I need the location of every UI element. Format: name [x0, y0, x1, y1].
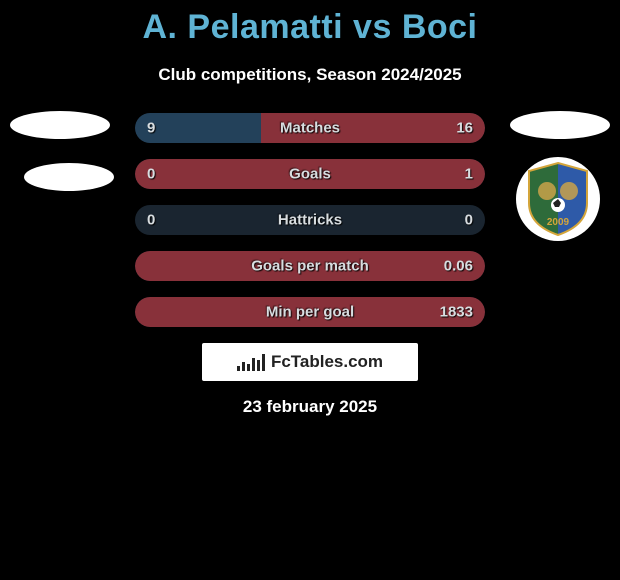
stat-value-right: 16 [456, 120, 473, 137]
stats-area: 2009 9 16 Matches 0 1 Goals 0 0 Hattricks 0.06 Goa… [0, 113, 620, 327]
stat-label: Goals per match [251, 258, 369, 275]
stat-row: 1833 Min per goal [135, 297, 485, 327]
stat-value-left: 0 [147, 212, 155, 229]
left-team-badge-2 [24, 163, 114, 191]
right-team-badge-1 [510, 111, 610, 139]
stat-value-right: 0.06 [444, 258, 473, 275]
stat-label: Min per goal [266, 304, 354, 321]
stat-value-right: 1833 [440, 304, 473, 321]
subtitle: Club competitions, Season 2024/2025 [0, 65, 620, 85]
left-team-badge-1 [10, 111, 110, 139]
stat-value-right: 0 [465, 212, 473, 229]
stat-row: 0.06 Goals per match [135, 251, 485, 281]
page-title: A. Pelamatti vs Boci [0, 8, 620, 47]
stat-value-left: 0 [147, 166, 155, 183]
comparison-card: A. Pelamatti vs Boci Club competitions, … [0, 0, 620, 417]
stat-value-left: 9 [147, 120, 155, 137]
feralpisalo-crest-icon: 2009 [525, 161, 591, 237]
footer-date: 23 february 2025 [0, 397, 620, 417]
stat-row: 0 0 Hattricks [135, 205, 485, 235]
stat-label: Hattricks [278, 212, 342, 229]
stat-row: 0 1 Goals [135, 159, 485, 189]
stat-label: Matches [280, 120, 340, 137]
crest-year: 2009 [547, 217, 570, 228]
stat-row: 9 16 Matches [135, 113, 485, 143]
brand-bars-icon [237, 353, 265, 371]
right-team-crest: 2009 [516, 157, 600, 241]
brand-logo: FcTables.com [202, 343, 418, 381]
stat-value-right: 1 [465, 166, 473, 183]
brand-text: FcTables.com [271, 352, 383, 372]
stat-label: Goals [289, 166, 331, 183]
